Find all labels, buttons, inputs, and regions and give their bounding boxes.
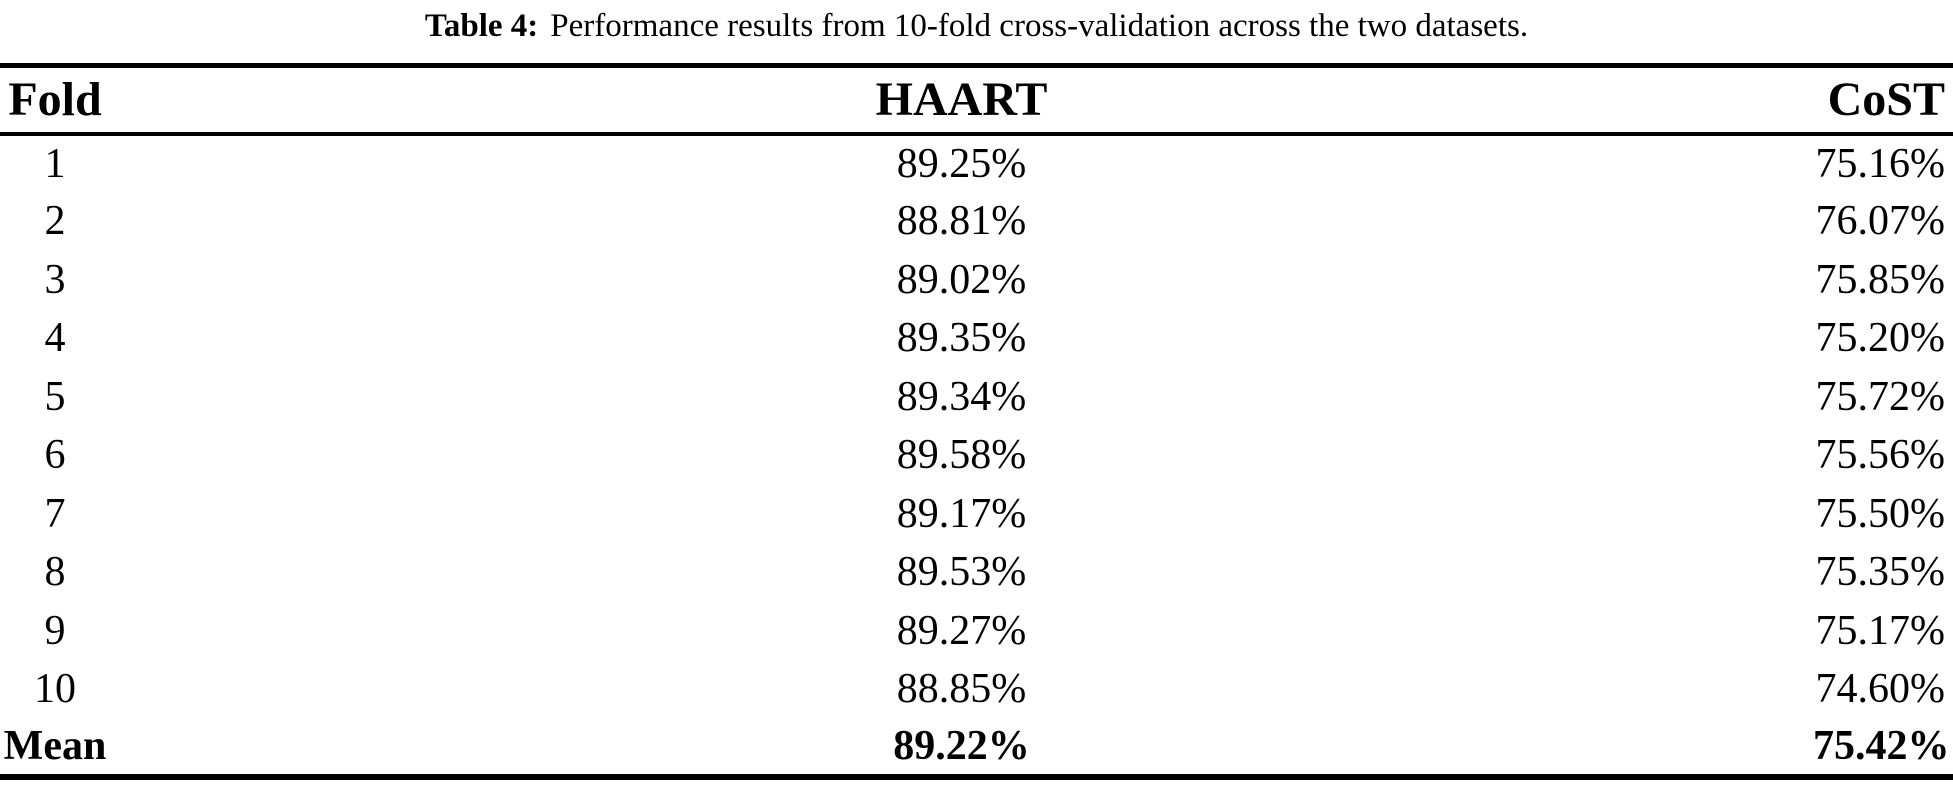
cost-cell: 76.07% bbox=[1815, 198, 1946, 245]
haart-cell: 89.25% bbox=[896, 140, 1027, 187]
table-row-mean: Mean 89.22% 75.42% bbox=[0, 719, 1953, 778]
haart-cell: 89.35% bbox=[896, 315, 1027, 362]
table-caption: Table 4: Performance results from 10-fold… bbox=[0, 0, 1953, 46]
haart-cell: 88.85% bbox=[896, 666, 1027, 713]
column-header-cost: CoST bbox=[1813, 65, 1953, 136]
table-row: 2 88.81% 76.07% bbox=[0, 192, 1953, 251]
haart-cell: 89.22% bbox=[893, 723, 1030, 770]
table-caption-text: Performance results from 10-fold cross-v… bbox=[550, 8, 1529, 44]
cost-cell: 75.85% bbox=[1815, 256, 1946, 303]
cost-cell: 75.17% bbox=[1815, 607, 1946, 654]
cost-cell: 75.35% bbox=[1815, 549, 1946, 596]
table-row: 3 89.02% 75.85% bbox=[0, 251, 1953, 310]
table-row: 1 89.25% 75.16% bbox=[0, 134, 1953, 193]
column-header-fold: Fold bbox=[0, 65, 110, 136]
fold-cell: 6 bbox=[44, 432, 66, 479]
table-row: 9 89.27% 75.17% bbox=[0, 602, 1953, 661]
cost-cell: 75.20% bbox=[1815, 315, 1946, 362]
table-header: Fold HAART CoST bbox=[0, 65, 1953, 136]
fold-cell: 10 bbox=[34, 666, 76, 713]
table-body: 1 89.25% 75.16% 2 88.81% 76.07% 3 89.02% 75.85% 4… bbox=[0, 134, 1953, 778]
fold-cell: 7 bbox=[44, 490, 66, 537]
cost-cell: 74.60% bbox=[1815, 666, 1946, 713]
cost-cell: 75.16% bbox=[1815, 140, 1946, 187]
haart-cell: 89.53% bbox=[896, 549, 1027, 596]
column-header-haart: HAART bbox=[110, 65, 1813, 136]
table-row: 6 89.58% 75.56% bbox=[0, 426, 1953, 485]
haart-cell: 89.34% bbox=[896, 373, 1027, 420]
fold-cell: 8 bbox=[44, 549, 66, 596]
table-row: 4 89.35% 75.20% bbox=[0, 309, 1953, 368]
cost-cell: 75.42% bbox=[1813, 723, 1950, 770]
fold-cell: 9 bbox=[44, 607, 66, 654]
haart-cell: 89.17% bbox=[896, 490, 1027, 537]
fold-cell: 3 bbox=[44, 256, 66, 303]
haart-cell: 89.02% bbox=[896, 256, 1027, 303]
cost-cell: 75.50% bbox=[1815, 490, 1946, 537]
fold-cell: Mean bbox=[3, 723, 107, 770]
table-row: 8 89.53% 75.35% bbox=[0, 543, 1953, 602]
table-row: 7 89.17% 75.50% bbox=[0, 485, 1953, 544]
fold-cell: 1 bbox=[44, 140, 66, 187]
fold-cell: 5 bbox=[44, 373, 66, 420]
table-header-row: Fold HAART CoST bbox=[0, 65, 1953, 136]
results-table: Fold HAART CoST 1 89.25% 75.16% 2 88.81% 76.0… bbox=[0, 63, 1953, 780]
table-row: 5 89.34% 75.72% bbox=[0, 368, 1953, 427]
cost-cell: 75.56% bbox=[1815, 432, 1946, 479]
table-caption-label: Table 4: bbox=[424, 8, 539, 44]
fold-cell: 4 bbox=[44, 315, 66, 362]
haart-cell: 88.81% bbox=[896, 198, 1027, 245]
cost-cell: 75.72% bbox=[1815, 373, 1946, 420]
fold-cell: 2 bbox=[44, 198, 66, 245]
haart-cell: 89.27% bbox=[896, 607, 1027, 654]
table-row: 10 88.85% 74.60% bbox=[0, 660, 1953, 719]
haart-cell: 89.58% bbox=[896, 432, 1027, 479]
